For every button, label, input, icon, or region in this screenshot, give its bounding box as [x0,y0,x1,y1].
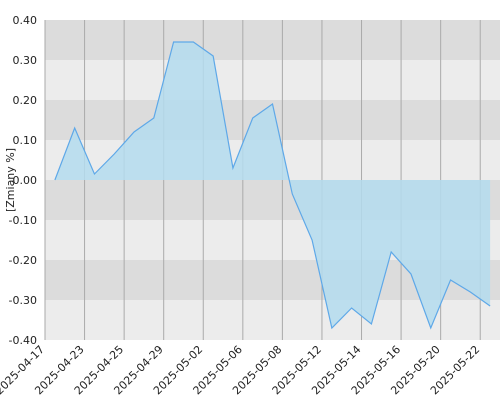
area [54,42,491,328]
y-tick-label: -0.40 [9,334,37,347]
y-axis-label: [Zmiany %] [4,148,17,212]
y-tick-label: -0.10 [9,214,37,227]
y-tick-label: 0.30 [13,54,38,67]
background-band [45,20,500,60]
y-tick-label: 0.20 [13,94,38,107]
y-tick-label: -0.20 [9,254,37,267]
y-tick-label: -0.30 [9,294,37,307]
y-tick-label: 0.00 [13,174,38,187]
line [54,41,491,330]
y-tick-label: 0.40 [13,14,38,27]
y-tick-label: 0.10 [13,134,38,147]
background-band [45,60,500,100]
